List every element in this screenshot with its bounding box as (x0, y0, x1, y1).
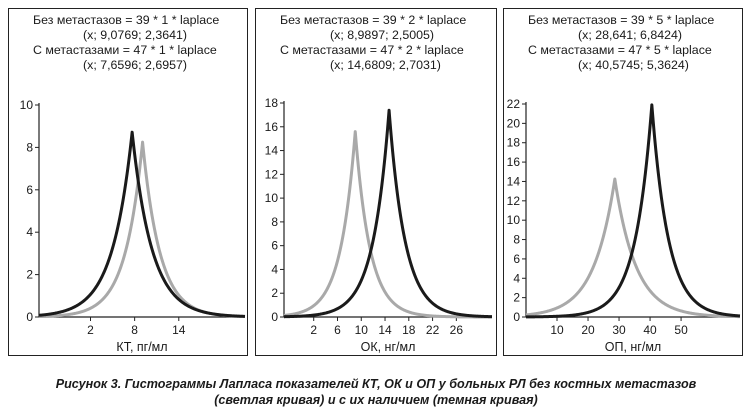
y-tick-label: 10 (20, 98, 34, 112)
chart-panel-kt: Без метастазов = 39 * 1 * laplace (x; 9,… (8, 8, 248, 356)
y-tick-label: 14 (265, 144, 279, 158)
y-tick-label: 2 (513, 291, 520, 305)
y-tick-label: 16 (265, 120, 279, 134)
y-tick-label: 6 (26, 183, 33, 197)
y-tick-label: 18 (265, 96, 279, 110)
series-line-dark (283, 108, 493, 319)
y-tick-label: 4 (513, 271, 520, 285)
x-tick-label: 6 (334, 323, 341, 337)
y-tick-label: 10 (265, 191, 279, 205)
legend-line: С метастазами = 47 * 2 * laplace (280, 43, 464, 57)
x-tick-label: 10 (355, 323, 369, 337)
x-tick-label: 8 (131, 323, 138, 337)
y-tick-label: 0 (26, 310, 33, 324)
x-axis-label: ОП, нг/мл (605, 340, 661, 354)
legend-line: (x; 7,6596; 2,6957) (83, 58, 188, 72)
caption-line: (светлая кривая) и с их наличием (темная… (214, 393, 538, 407)
y-tick-label: 6 (271, 239, 278, 253)
x-tick-label: 50 (674, 323, 688, 337)
y-tick-label: 10 (507, 213, 521, 227)
legend-line: Без метастазов = 39 * 2 * laplace (280, 13, 467, 27)
series-line-dark (38, 130, 246, 318)
x-tick-label: 10 (550, 323, 564, 337)
y-tick-label: 0 (271, 310, 278, 324)
legend-line: (x; 14,6809; 2,7031) (330, 58, 441, 72)
series-line-dark (525, 103, 741, 319)
legend-line: Без метастазов = 39 * 5 * laplace (528, 13, 715, 27)
y-tick-label: 22 (507, 97, 521, 111)
x-axis-label: ОК, нг/мл (361, 340, 416, 354)
series-line-light (525, 177, 741, 319)
series-line-light (283, 130, 493, 319)
legend-line: (x; 9,0769; 2,3641) (83, 28, 188, 42)
legend-line: (x; 8,9897; 2,5005) (330, 28, 435, 42)
y-tick-label: 6 (513, 252, 520, 266)
y-tick-label: 16 (507, 155, 521, 169)
y-tick-label: 4 (271, 262, 278, 276)
x-tick-label: 40 (643, 323, 657, 337)
legend: Без метастазов = 39 * 2 * laplace (x; 8,… (256, 13, 496, 73)
x-tick-label: 26 (450, 323, 464, 337)
x-tick-label: 2 (87, 323, 94, 337)
x-tick-label: 20 (581, 323, 595, 337)
legend-line: (x; 28,641; 6,8424) (578, 28, 683, 42)
x-tick-label: 30 (612, 323, 626, 337)
legend: Без метастазов = 39 * 5 * laplace (x; 28… (504, 13, 742, 73)
legend-line: Без метастазов = 39 * 1 * laplace (33, 13, 220, 27)
y-tick-label: 12 (265, 167, 279, 181)
y-tick-label: 14 (507, 174, 521, 188)
series-line-light (38, 140, 246, 319)
x-axis-label: КТ, пг/мл (116, 340, 167, 354)
legend-line: С метастазами = 47 * 5 * laplace (528, 43, 712, 57)
x-tick-label: 18 (402, 323, 416, 337)
x-tick-label: 22 (426, 323, 440, 337)
y-tick-label: 4 (26, 225, 33, 239)
y-tick-label: 8 (271, 215, 278, 229)
chart-panel-ok: Без метастазов = 39 * 2 * laplace (x; 8,… (255, 8, 497, 356)
y-tick-label: 18 (507, 136, 521, 150)
legend-line: (x; 40,5745; 5,3624) (578, 58, 689, 72)
y-tick-label: 12 (507, 194, 521, 208)
figure-caption: Рисунок 3. Гистограммы Лапласа показател… (0, 376, 752, 408)
x-tick-label: 14 (172, 323, 186, 337)
y-tick-label: 2 (26, 268, 33, 282)
caption-line: Рисунок 3. Гистограммы Лапласа показател… (55, 377, 697, 391)
x-tick-label: 14 (378, 323, 392, 337)
y-tick-label: 0 (513, 310, 520, 324)
y-tick-label: 8 (26, 140, 33, 154)
y-tick-label: 20 (507, 116, 521, 130)
chart-plot: 0 2 4 6 8 10 2 8 14 КТ, пг/мл (20, 98, 246, 354)
x-tick-label: 2 (310, 323, 317, 337)
legend-line: С метастазами = 47 * 1 * laplace (33, 43, 217, 57)
y-tick-label: 8 (513, 233, 520, 247)
chart-panel-op: Без метастазов = 39 * 5 * laplace (x; 28… (503, 8, 743, 356)
legend: Без метастазов = 39 * 1 * laplace (x; 9,… (9, 13, 247, 73)
chart-plot: 0 2 4 6 8 10 12 14 16 18 20 22 10 20 30 40 50 ОП, нг/мл (507, 97, 741, 354)
y-tick-label: 2 (271, 286, 278, 300)
